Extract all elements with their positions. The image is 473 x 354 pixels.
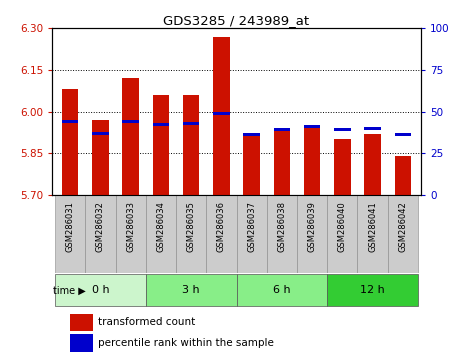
Bar [213,112,230,115]
Text: percentile rank within the sample: percentile rank within the sample [98,338,274,348]
Bar [123,120,139,123]
Text: GSM286034: GSM286034 [157,201,166,252]
Bar [213,37,230,195]
Text: GSM286042: GSM286042 [398,201,407,252]
Bar [388,195,418,273]
Bar [183,95,200,195]
Bar [297,195,327,273]
Text: 12 h: 12 h [360,285,385,295]
Bar [123,78,139,195]
Bar [327,195,358,273]
Title: GDS3285 / 243989_at: GDS3285 / 243989_at [164,14,309,27]
Bar [364,134,381,195]
Bar [115,195,146,273]
Text: 0 h: 0 h [92,285,109,295]
Bar [183,122,200,125]
Bar [70,334,93,352]
Bar [267,195,297,273]
Bar [334,128,350,131]
Bar [153,95,169,195]
Text: 6 h: 6 h [273,285,291,295]
Text: GSM286033: GSM286033 [126,201,135,252]
Bar [62,89,79,195]
Text: 3 h: 3 h [182,285,200,295]
Bar [146,195,176,273]
Bar [92,120,109,195]
Text: GSM286038: GSM286038 [277,201,286,252]
Bar [206,195,236,273]
Bar [327,274,418,306]
Bar [62,120,79,123]
Text: GSM286036: GSM286036 [217,201,226,252]
Bar [364,127,381,130]
Text: transformed count: transformed count [98,317,195,327]
Bar [176,195,206,273]
Bar [153,123,169,126]
Bar [273,128,290,131]
Bar [70,314,93,331]
Bar [358,195,388,273]
Bar [146,274,236,306]
Bar [304,125,320,128]
Bar [243,133,260,136]
Bar [85,195,115,273]
Bar [55,274,146,306]
Bar [334,139,350,195]
Text: time ▶: time ▶ [53,285,86,295]
Bar [236,195,267,273]
Bar [304,125,320,195]
Text: GSM286041: GSM286041 [368,201,377,252]
Bar [243,134,260,195]
Text: GSM286031: GSM286031 [66,201,75,252]
Bar [92,132,109,135]
Bar [273,128,290,195]
Bar [55,195,85,273]
Text: GSM286035: GSM286035 [187,201,196,252]
Bar [236,274,327,306]
Text: GSM286039: GSM286039 [307,201,316,252]
Text: GSM286032: GSM286032 [96,201,105,252]
Text: GSM286040: GSM286040 [338,201,347,252]
Bar [394,133,411,136]
Bar [394,156,411,195]
Text: GSM286037: GSM286037 [247,201,256,252]
